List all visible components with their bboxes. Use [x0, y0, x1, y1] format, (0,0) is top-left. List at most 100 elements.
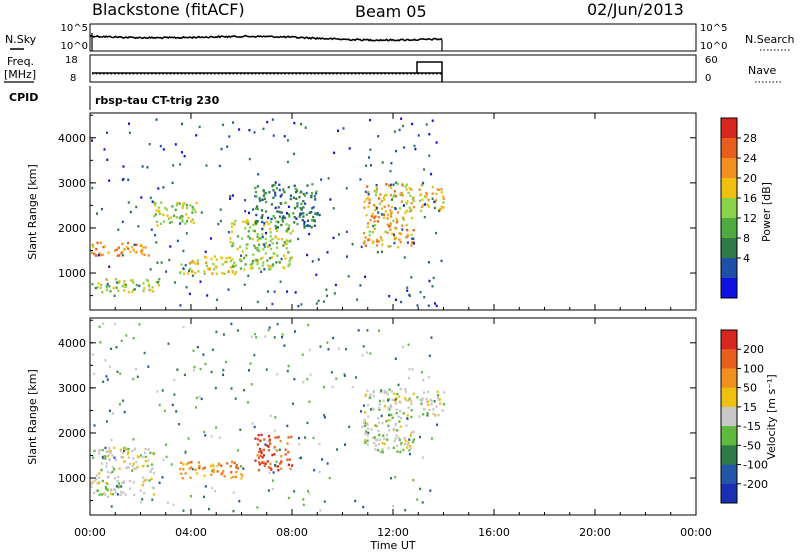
echo-cell: [157, 206, 161, 209]
echo-cell: [388, 408, 391, 411]
echo-cell-sparse: [390, 162, 393, 165]
echo-cell-sparse: [302, 503, 305, 507]
echo-cell-sparse: [102, 322, 105, 325]
echo-cell-sparse: [206, 294, 209, 297]
echo-cell: [437, 188, 440, 191]
echo-cell: [316, 213, 319, 216]
echo-cell-sparse: [121, 254, 124, 257]
echo-cell: [302, 206, 305, 209]
echo-cell: [115, 286, 118, 289]
echo-cell: [406, 229, 409, 232]
echo-cell: [135, 467, 138, 470]
echo-cell-sparse: [273, 447, 276, 451]
echo-cell: [412, 430, 415, 433]
echo-cell: [288, 224, 291, 227]
echo-cell-sparse: [129, 210, 132, 214]
echo-cell-sparse: [366, 351, 368, 354]
echo-cell: [436, 390, 439, 393]
echo-cell: [390, 212, 393, 215]
echo-cell: [291, 464, 294, 467]
echo-cell: [134, 447, 137, 450]
echo-cell: [262, 189, 265, 192]
echo-cell: [249, 226, 252, 229]
echo-cell: [404, 388, 407, 391]
echo-cell: [245, 243, 248, 247]
echo-cell: [132, 281, 135, 284]
echo-cell: [442, 201, 445, 204]
echo-cell-sparse: [408, 438, 411, 441]
echo-cell: [375, 244, 379, 247]
echo-cell: [93, 252, 96, 256]
echo-cell-sparse: [256, 300, 259, 304]
echo-cell: [117, 485, 120, 489]
echo-cell-sparse: [242, 467, 245, 470]
echo-cell-sparse: [192, 349, 195, 352]
echo-cell-sparse: [391, 198, 393, 201]
echo-cell-sparse: [204, 250, 207, 253]
echo-cell: [184, 472, 187, 475]
echo-cell: [407, 399, 410, 402]
echo-cell: [239, 259, 242, 262]
echo-cell-sparse: [244, 210, 247, 213]
echo-cell-sparse: [254, 332, 257, 336]
echo-cell: [442, 197, 445, 200]
echo-cell-sparse: [163, 409, 166, 413]
echo-cell: [367, 205, 370, 208]
echo-cell: [294, 187, 297, 191]
echo-cell: [383, 194, 387, 197]
echo-cell: [363, 206, 366, 209]
echo-cell: [249, 267, 252, 270]
echo-cell-sparse: [434, 302, 436, 305]
echo-cell: [381, 448, 384, 451]
cpid-panel: CPID rbsp-tau CT-trig 230: [9, 86, 220, 110]
echo-cell: [230, 222, 234, 225]
echo-cell-sparse: [326, 251, 329, 254]
echo-cell: [405, 209, 408, 212]
echo-cell-sparse: [400, 300, 403, 304]
echo-cell: [179, 467, 182, 471]
echo-cell: [443, 391, 446, 394]
echo-cell: [183, 272, 186, 275]
echo-cell: [379, 193, 382, 196]
echo-cell-sparse: [355, 376, 357, 379]
echo-cell: [244, 263, 247, 266]
echo-cell: [121, 285, 124, 288]
echo-cell: [104, 455, 107, 458]
echo-cell: [276, 226, 279, 229]
echo-cell-sparse: [198, 125, 201, 129]
echo-cell: [233, 222, 236, 226]
echo-cell-sparse: [222, 333, 225, 336]
echo-cell: [215, 272, 218, 275]
echo-cell-sparse: [348, 425, 351, 428]
echo-cell: [231, 244, 234, 248]
echo-cell: [390, 390, 394, 393]
echo-cell: [120, 251, 123, 255]
echo-cell: [98, 252, 101, 255]
echo-cell-sparse: [264, 443, 267, 446]
x-tick-label: 00:00: [680, 526, 712, 539]
echo-cell-sparse: [394, 298, 397, 301]
echo-cell: [271, 242, 274, 245]
echo-cell: [191, 208, 194, 211]
echo-cell-sparse: [268, 326, 271, 329]
echo-cell-sparse: [286, 139, 289, 142]
echo-cell-sparse: [368, 156, 370, 159]
echo-cell: [385, 391, 388, 394]
echo-cell: [190, 460, 193, 464]
echo-cell: [207, 267, 210, 270]
echo-cell-sparse: [394, 207, 397, 210]
echo-cell: [98, 476, 101, 479]
echo-cell: [377, 443, 380, 446]
echo-cell: [239, 473, 243, 476]
echo-cell-sparse: [345, 230, 348, 233]
echo-cell: [123, 460, 126, 463]
echo-cell: [312, 206, 315, 209]
echo-cell: [304, 194, 307, 197]
echo-cell: [290, 435, 293, 439]
echo-cell: [268, 191, 271, 194]
cpid-program: rbsp-tau CT-trig 230: [95, 94, 220, 107]
echo-cell-sparse: [218, 164, 221, 168]
echo-cell-sparse: [199, 367, 202, 371]
echo-cell: [269, 227, 272, 231]
